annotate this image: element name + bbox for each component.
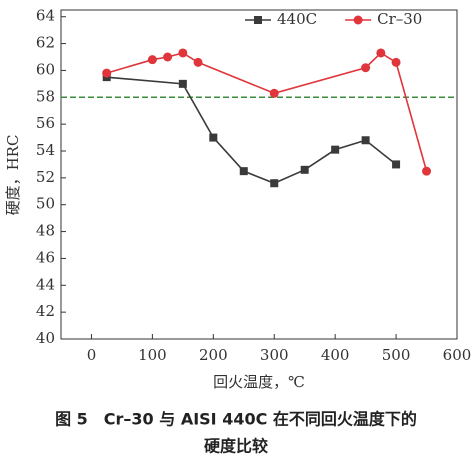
plot-frame bbox=[60, 9, 458, 340]
y-axis-label: 硬度，HRC bbox=[4, 135, 22, 216]
y-tick-label: 48 bbox=[36, 222, 55, 240]
point bbox=[361, 136, 370, 145]
y-tick-label: 40 bbox=[36, 329, 55, 347]
legend-label: 440C bbox=[277, 10, 317, 28]
point bbox=[422, 166, 432, 176]
x-tick-label: 200 bbox=[199, 346, 228, 364]
point bbox=[392, 160, 401, 169]
x-tick-label: 100 bbox=[138, 346, 167, 364]
x-tick-label: 600 bbox=[443, 346, 472, 364]
y-tick-label: 62 bbox=[36, 34, 55, 52]
y-tick-label: 52 bbox=[36, 168, 55, 186]
y-tick-label: 60 bbox=[36, 60, 55, 78]
point bbox=[102, 68, 112, 78]
caption-line: 硬度比较 bbox=[204, 437, 268, 456]
x-axis-label: 回火温度，℃ bbox=[213, 373, 305, 391]
y-tick-label: 64 bbox=[36, 7, 55, 25]
point bbox=[178, 79, 187, 88]
point bbox=[239, 167, 248, 176]
x-tick-label: 500 bbox=[382, 346, 411, 364]
point bbox=[361, 63, 371, 73]
y-tick-label: 56 bbox=[36, 114, 55, 132]
point bbox=[331, 145, 340, 154]
legend-marker bbox=[353, 15, 363, 25]
y-tick-label: 58 bbox=[36, 87, 55, 105]
point bbox=[376, 48, 386, 58]
point bbox=[300, 165, 309, 174]
point bbox=[193, 57, 203, 67]
x-tick-label: 300 bbox=[260, 346, 289, 364]
point bbox=[147, 55, 157, 65]
point bbox=[391, 57, 401, 67]
series-line bbox=[106, 76, 397, 185]
point bbox=[269, 88, 279, 98]
caption-line: 图 5 Cr–30 与 AISI 440C 在不同回火温度下的 bbox=[55, 410, 417, 429]
legend-marker bbox=[254, 16, 262, 24]
x-tick-label: 400 bbox=[321, 346, 350, 364]
point bbox=[270, 179, 279, 188]
x-tick-label: 0 bbox=[87, 346, 97, 364]
y-tick-label: 54 bbox=[36, 141, 55, 159]
point bbox=[163, 52, 173, 62]
series-line bbox=[106, 51, 428, 172]
y-tick-label: 46 bbox=[36, 248, 55, 266]
legend-label: Cr–30 bbox=[377, 10, 422, 28]
y-tick-label: 42 bbox=[36, 302, 55, 320]
point bbox=[209, 133, 218, 142]
y-tick-label: 50 bbox=[36, 195, 55, 213]
y-tick-label: 44 bbox=[36, 275, 55, 293]
point bbox=[178, 48, 188, 58]
